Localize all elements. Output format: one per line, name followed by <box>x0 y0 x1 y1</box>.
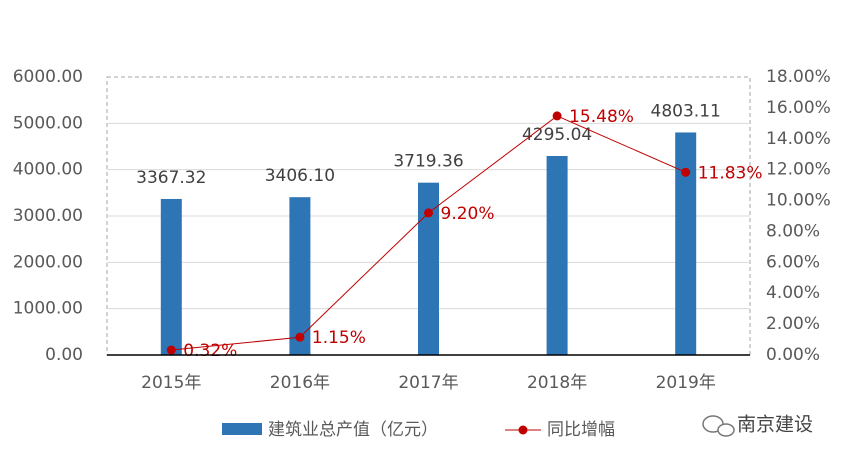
y2-tick-label: 16.00% <box>766 98 831 118</box>
y-tick-label: 2000.00 <box>13 252 83 272</box>
bar <box>675 132 697 355</box>
y2-tick-label: 0.00% <box>766 345 820 365</box>
y-tick-label: 3000.00 <box>13 206 83 226</box>
y2-tick-label: 10.00% <box>766 191 831 211</box>
line-point <box>552 111 562 121</box>
y-tick-label: 6000.00 <box>13 67 83 87</box>
y-tick-label: 0.00 <box>45 345 83 365</box>
watermark: 南京建设 <box>737 414 813 436</box>
y2-tick-label: 18.00% <box>766 67 831 87</box>
y-tick-label: 1000.00 <box>13 299 83 319</box>
bar-value-label: 3367.32 <box>136 168 206 188</box>
x-tick-label: 2015年 <box>141 373 201 393</box>
line-value-label: 0.32% <box>183 341 237 361</box>
bar-value-label: 4295.04 <box>522 125 592 145</box>
bar <box>546 155 568 355</box>
x-tick-label: 2017年 <box>398 373 458 393</box>
x-tick-label: 2019年 <box>656 373 716 393</box>
watermark-icon <box>702 415 735 437</box>
y2-tick-label: 14.00% <box>766 129 831 149</box>
bar-value-label: 3406.10 <box>265 166 335 186</box>
y-tick-label: 5000.00 <box>13 113 83 133</box>
line-point <box>295 332 305 342</box>
bar <box>418 182 439 355</box>
line-value-label: 9.20% <box>441 204 495 224</box>
legend-label: 建筑业总产值（亿元） <box>268 420 438 440</box>
y2-tick-label: 12.00% <box>766 160 831 180</box>
x-tick-label: 2018年 <box>527 373 587 393</box>
y2-tick-label: 8.00% <box>766 221 820 241</box>
x-tick-label: 2016年 <box>270 373 330 393</box>
line-point <box>424 208 433 218</box>
line-value-label: 11.83% <box>698 163 763 183</box>
y2-tick-label: 2.00% <box>766 314 820 334</box>
y2-tick-label: 6.00% <box>766 252 820 272</box>
legend-marker <box>518 425 528 435</box>
y-tick-label: 4000.00 <box>13 160 83 180</box>
bar <box>160 198 182 355</box>
bar-value-label: 4803.11 <box>651 101 721 121</box>
line-point <box>166 345 176 355</box>
line-point <box>681 167 691 177</box>
y2-tick-label: 4.00% <box>766 283 820 303</box>
line-value-label: 15.48% <box>569 107 634 127</box>
legend-swatch <box>222 423 262 435</box>
bar <box>289 197 311 355</box>
bar-value-label: 3719.36 <box>393 152 463 172</box>
legend-label: 同比增幅 <box>547 420 615 440</box>
line-value-label: 1.15% <box>312 328 366 348</box>
